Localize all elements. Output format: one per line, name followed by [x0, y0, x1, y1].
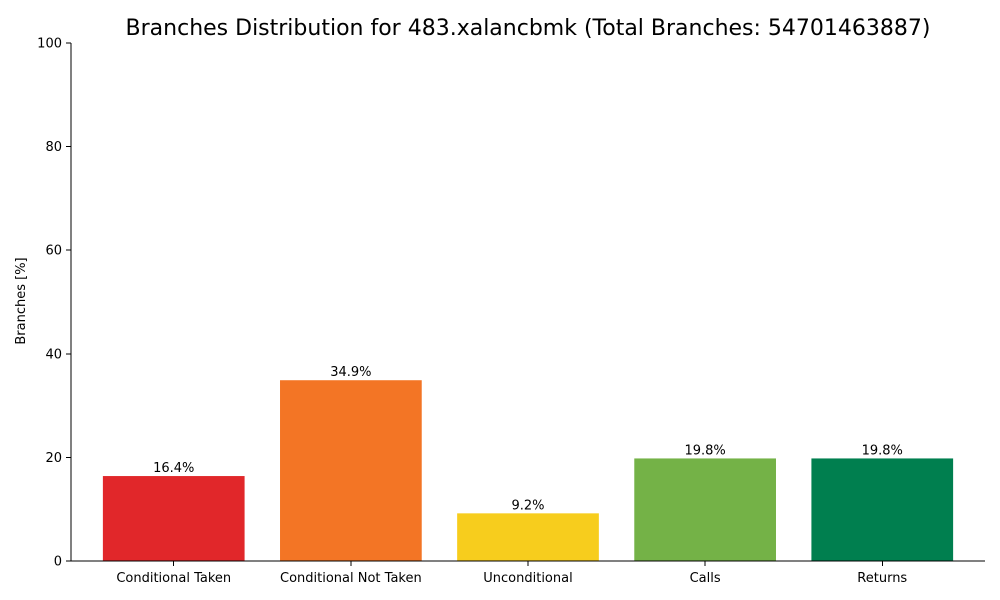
- x-tick-label-calls: Calls: [690, 571, 721, 586]
- bar-conditional-not-taken: [280, 380, 422, 561]
- y-axis-label: Branches [%]: [14, 257, 29, 344]
- y-tick-label: 20: [45, 451, 62, 466]
- x-tick-label-unconditional: Unconditional: [483, 571, 572, 586]
- y-tick-label: 0: [54, 555, 62, 570]
- bar-value-label-calls: 19.8%: [684, 443, 725, 458]
- x-tick-label-conditional-taken: Conditional Taken: [116, 571, 231, 586]
- bar-value-label-conditional-taken: 16.4%: [153, 461, 194, 476]
- bar-unconditional: [457, 513, 599, 561]
- bar-labels-group: 16.4% 34.9% 9.2% 19.8% 19.8%: [153, 365, 903, 513]
- y-tick-label: 60: [45, 244, 62, 259]
- y-axis: 0 20 40 60 80 100: [37, 37, 72, 570]
- y-tick-label: 80: [45, 140, 62, 155]
- x-tick-label-returns: Returns: [857, 571, 907, 586]
- bars-group: [102, 380, 954, 561]
- bar-returns: [811, 458, 954, 561]
- chart-title: Branches Distribution for 483.xalancbmk …: [126, 16, 931, 41]
- bar-value-label-unconditional: 9.2%: [511, 498, 544, 513]
- bar-value-label-conditional-not-taken: 34.9%: [330, 365, 371, 380]
- y-tick-label: 40: [45, 347, 62, 362]
- bar-conditional-taken: [102, 476, 245, 561]
- x-tick-label-conditional-not-taken: Conditional Not Taken: [280, 571, 422, 586]
- bar-calls: [634, 458, 776, 561]
- x-axis: Conditional Taken Conditional Not Taken Un…: [71, 560, 985, 586]
- bar-value-label-returns: 19.8%: [862, 443, 903, 458]
- y-tick-label: 100: [37, 37, 62, 52]
